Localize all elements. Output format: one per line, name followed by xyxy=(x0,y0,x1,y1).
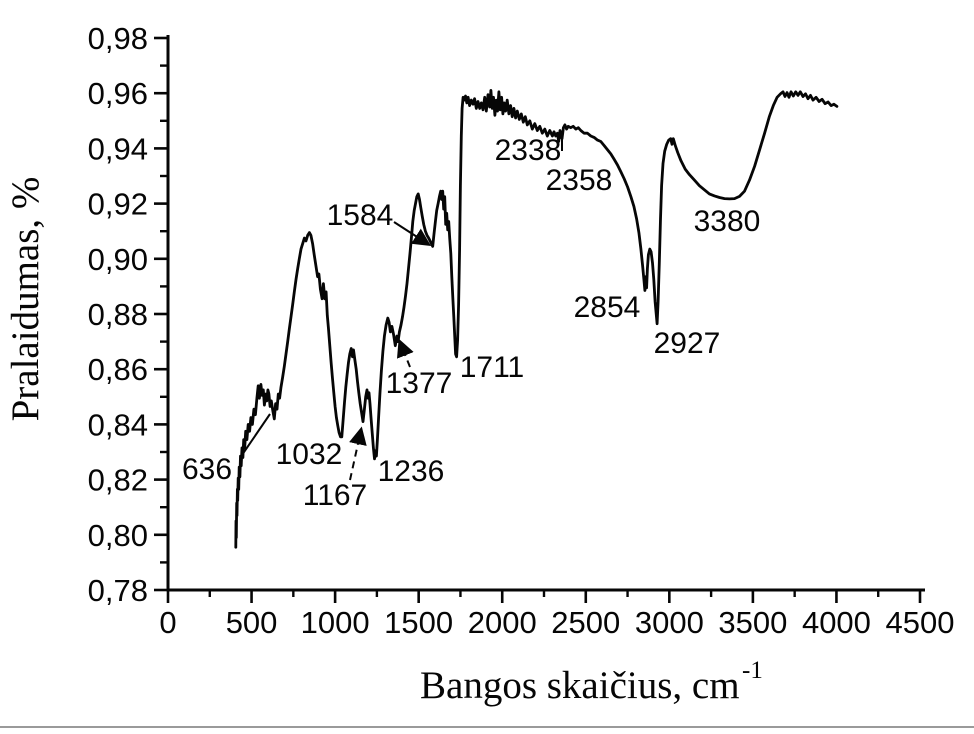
x-tick-label: 500 xyxy=(226,605,278,640)
peak-leader-1167 xyxy=(349,426,367,481)
y-tick-label: 0,86 xyxy=(88,352,148,387)
peak-label-1236: 1236 xyxy=(378,455,445,488)
x-tick-label: 4500 xyxy=(886,605,955,640)
y-tick-label: 0,98 xyxy=(88,21,148,56)
peak-label-2358: 2358 xyxy=(546,164,613,197)
peak-leader-1584 xyxy=(393,221,432,246)
y-tick-label: 0,88 xyxy=(88,297,148,332)
x-tick-label: 2000 xyxy=(468,605,537,640)
peak-label-2338: 2338 xyxy=(495,134,562,167)
peak-label-3380: 3380 xyxy=(694,205,761,238)
x-tick-label: 3000 xyxy=(635,605,704,640)
y-tick-label: 0,90 xyxy=(88,242,148,277)
x-tick-label: 4000 xyxy=(802,605,871,640)
spectrum-curve xyxy=(234,89,839,549)
y-tick-label: 0,92 xyxy=(88,187,148,222)
axes xyxy=(154,35,925,603)
x-tick-label: 3500 xyxy=(718,605,787,640)
x-tick-label: 1500 xyxy=(384,605,453,640)
peak-label-636: 636 xyxy=(182,453,232,486)
y-tick-label: 0,84 xyxy=(88,407,148,442)
y-axis-title: Pralaidumas, % xyxy=(4,177,47,422)
x-axis-title: Bangos skaičius, cm xyxy=(420,664,740,707)
x-tick-label: 1000 xyxy=(301,605,370,640)
y-tick-label: 0,82 xyxy=(88,463,148,498)
peak-label-2927: 2927 xyxy=(654,327,721,360)
peak-label-1377: 1377 xyxy=(386,367,453,400)
peak-label-1032: 1032 xyxy=(276,438,343,471)
x-tick-label: 2500 xyxy=(551,605,620,640)
peak-leader-636 xyxy=(241,413,271,456)
x-tick-label: 0 xyxy=(159,605,176,640)
y-tick-label: 0,94 xyxy=(88,131,148,166)
peak-label-1711: 1711 xyxy=(460,351,525,384)
peak-label-2854: 2854 xyxy=(574,291,641,324)
y-tick-label: 0,80 xyxy=(88,518,148,553)
tick-labels: 0,98 0,96 0,94 0,92 0,90 0,88 0,86 0,84 0,82 0,80… xyxy=(88,21,955,640)
x-axis-title-exponent: -1 xyxy=(742,657,763,684)
peak-leader-1377 xyxy=(396,338,414,368)
peak-label-1584: 1584 xyxy=(327,199,394,232)
y-tick-label: 0,78 xyxy=(88,573,148,608)
peak-label-1167: 1167 xyxy=(303,479,368,512)
y-tick-label: 0,96 xyxy=(88,76,148,111)
